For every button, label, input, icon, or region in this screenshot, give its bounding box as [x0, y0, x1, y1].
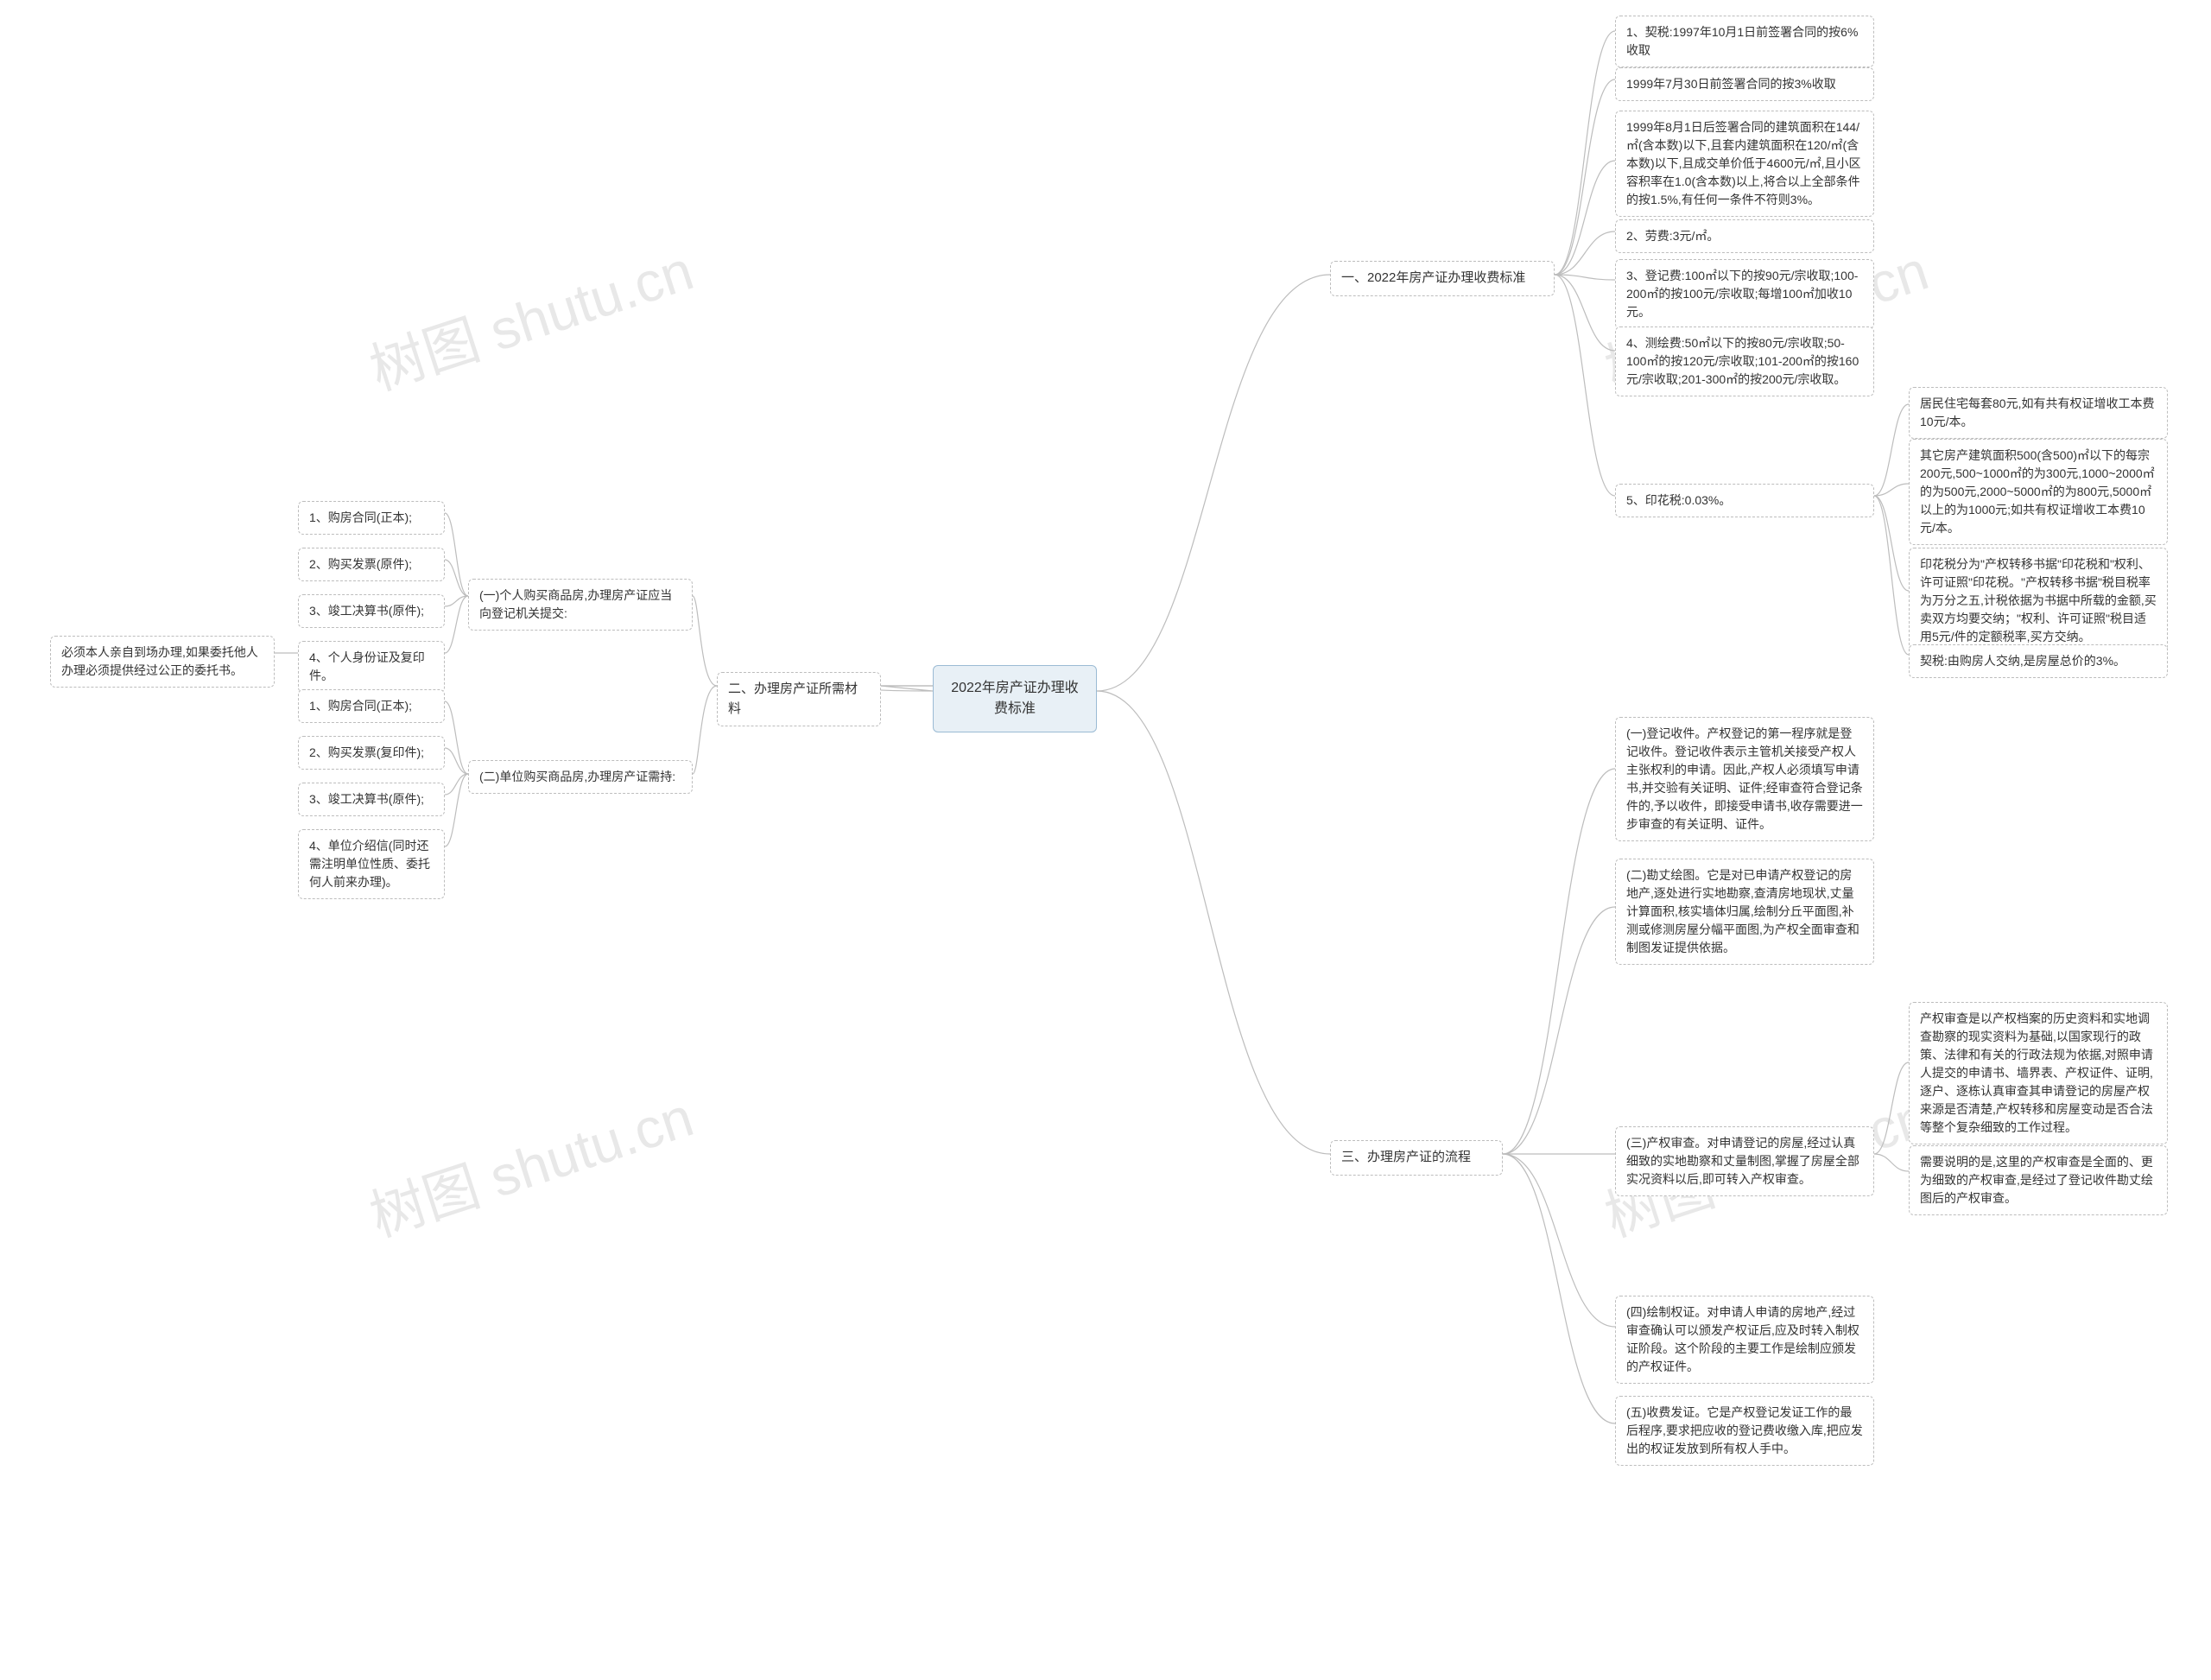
text: 3、登记费:100㎡以下的按90元/宗收取;100-200㎡的按100元/宗收取…	[1626, 269, 1858, 319]
text: 契税:由购房人交纳,是房屋总价的3%。	[1920, 654, 2125, 668]
text: 1999年7月30日前签署合同的按3%收取	[1626, 77, 1836, 91]
b2-g2: (二)单位购买商品房,办理房产证需持:	[468, 760, 693, 794]
b1-c5: 3、登记费:100㎡以下的按90元/宗收取;100-200㎡的按100元/宗收取…	[1615, 259, 1874, 329]
text: (二)单位购买商品房,办理房产证需持:	[479, 770, 675, 783]
text: (四)绘制权证。对申请人申请的房地产,经过审查确认可以颁发产权证后,应及时转入制…	[1626, 1305, 1859, 1373]
branch-2: 二、办理房产证所需材料	[717, 672, 881, 726]
text: 印花税分为"产权转移书据"印花税和"权利、许可证照"印花税。"产权转移书据"税目…	[1920, 557, 2157, 643]
text: 1、契税:1997年10月1日前签署合同的按6%收取	[1626, 25, 1858, 57]
text: 需要说明的是,这里的产权审查是全面的、更为细致的产权审查,是经过了登记收件勘丈绘…	[1920, 1155, 2153, 1205]
text: 其它房产建筑面积500(含500)㎡以下的每宗200元,500~1000㎡的为3…	[1920, 448, 2155, 535]
b2-g2-i3: 3、竣工决算书(原件);	[298, 783, 445, 816]
text: 1、购房合同(正本);	[309, 699, 412, 713]
b1-c2: 1999年7月30日前签署合同的按3%收取	[1615, 67, 1874, 101]
b2-g2-i2: 2、购买发票(复印件);	[298, 736, 445, 770]
branch-3: 三、办理房产证的流程	[1330, 1140, 1503, 1176]
b1-c6: 4、测绘费:50㎡以下的按80元/宗收取;50-100㎡的按120元/宗收取;1…	[1615, 326, 1874, 396]
b1-c7-s3: 印花税分为"产权转移书据"印花税和"权利、许可证照"印花税。"产权转移书据"税目…	[1909, 548, 2168, 654]
text: 3、竣工决算书(原件);	[309, 604, 424, 618]
b2-g1-i4: 4、个人身份证及复印件。	[298, 641, 445, 693]
b3-p2: (二)勘丈绘图。它是对已申请产权登记的房地产,逐处进行实地勘察,查清房地现状,丈…	[1615, 859, 1874, 965]
branch-2-label: 二、办理房产证所需材料	[728, 682, 858, 716]
b2-g2-i4: 4、单位介绍信(同时还需注明单位性质、委托何人前来办理)。	[298, 829, 445, 899]
text: 4、测绘费:50㎡以下的按80元/宗收取;50-100㎡的按120元/宗收取;1…	[1626, 336, 1859, 386]
b1-c3: 1999年8月1日后签署合同的建筑面积在144/㎡(含本数)以下,且套内建筑面积…	[1615, 111, 1874, 217]
text: 1999年8月1日后签署合同的建筑面积在144/㎡(含本数)以下,且套内建筑面积…	[1626, 120, 1860, 206]
text: 4、个人身份证及复印件。	[309, 650, 425, 682]
watermark: 树图 shutu.cn	[358, 1073, 701, 1252]
b1-c7-s1: 居民住宅每套80元,如有共有权证增收工本费10元/本。	[1909, 387, 2168, 439]
text: (三)产权审查。对申请登记的房屋,经过认真细致的实地勘察和丈量制图,掌握了房屋全…	[1626, 1136, 1859, 1186]
root-label: 2022年房产证办理收费标准	[951, 681, 1079, 716]
text: 2、劳费:3元/㎡。	[1626, 229, 1719, 243]
b1-c4: 2、劳费:3元/㎡。	[1615, 219, 1874, 253]
text: (五)收费发证。它是产权登记发证工作的最后程序,要求把应收的登记费收缴入库,把应…	[1626, 1405, 1863, 1455]
b3-p4: (四)绘制权证。对申请人申请的房地产,经过审查确认可以颁发产权证后,应及时转入制…	[1615, 1296, 1874, 1384]
b1-c7-s4: 契税:由购房人交纳,是房屋总价的3%。	[1909, 644, 2168, 678]
text: 4、单位介绍信(同时还需注明单位性质、委托何人前来办理)。	[309, 839, 430, 889]
b3-p3-d1: 产权审查是以产权档案的历史资料和实地调查勘察的现实资料为基础,以国家现行的政策、…	[1909, 1002, 2168, 1144]
text: (二)勘丈绘图。它是对已申请产权登记的房地产,逐处进行实地勘察,查清房地现状,丈…	[1626, 868, 1859, 954]
b3-p3: (三)产权审查。对申请登记的房屋,经过认真细致的实地勘察和丈量制图,掌握了房屋全…	[1615, 1126, 1874, 1196]
text: 5、印花税:0.03%。	[1626, 493, 1731, 507]
branch-1: 一、2022年房产证办理收费标准	[1330, 261, 1555, 296]
b2-g2-i1: 1、购房合同(正本);	[298, 689, 445, 723]
text: 2、购买发票(复印件);	[309, 745, 424, 759]
text: 必须本人亲自到场办理,如果委托他人办理必须提供经过公正的委托书。	[61, 645, 258, 677]
text: 1、购房合同(正本);	[309, 510, 412, 524]
b3-p1: (一)登记收件。产权登记的第一程序就是登记收件。登记收件表示主管机关接受产权人主…	[1615, 717, 1874, 841]
b2-g1-i4-note: 必须本人亲自到场办理,如果委托他人办理必须提供经过公正的委托书。	[50, 636, 275, 688]
b2-g1: (一)个人购买商品房,办理房产证应当向登记机关提交:	[468, 579, 693, 631]
b1-c1: 1、契税:1997年10月1日前签署合同的按6%收取	[1615, 16, 1874, 67]
branch-3-label: 三、办理房产证的流程	[1341, 1150, 1471, 1164]
text: 产权审查是以产权档案的历史资料和实地调查勘察的现实资料为基础,以国家现行的政策、…	[1920, 1011, 2153, 1134]
text: 居民住宅每套80元,如有共有权证增收工本费10元/本。	[1920, 396, 2154, 428]
text: 3、竣工决算书(原件);	[309, 792, 424, 806]
text: (一)个人购买商品房,办理房产证应当向登记机关提交:	[479, 588, 672, 620]
b2-g1-i3: 3、竣工决算书(原件);	[298, 594, 445, 628]
branch-1-label: 一、2022年房产证办理收费标准	[1341, 270, 1525, 285]
b1-c7: 5、印花税:0.03%。	[1615, 484, 1874, 517]
b2-g1-i1: 1、购房合同(正本);	[298, 501, 445, 535]
b2-g1-i2: 2、购买发票(原件);	[298, 548, 445, 581]
watermark: 树图 shutu.cn	[358, 226, 701, 405]
b1-c7-s2: 其它房产建筑面积500(含500)㎡以下的每宗200元,500~1000㎡的为3…	[1909, 439, 2168, 545]
root-node: 2022年房产证办理收费标准	[933, 665, 1097, 732]
b3-p5: (五)收费发证。它是产权登记发证工作的最后程序,要求把应收的登记费收缴入库,把应…	[1615, 1396, 1874, 1466]
text: 2、购买发票(原件);	[309, 557, 412, 571]
text: (一)登记收件。产权登记的第一程序就是登记收件。登记收件表示主管机关接受产权人主…	[1626, 726, 1863, 831]
b3-p3-d2: 需要说明的是,这里的产权审查是全面的、更为细致的产权审查,是经过了登记收件勘丈绘…	[1909, 1145, 2168, 1215]
